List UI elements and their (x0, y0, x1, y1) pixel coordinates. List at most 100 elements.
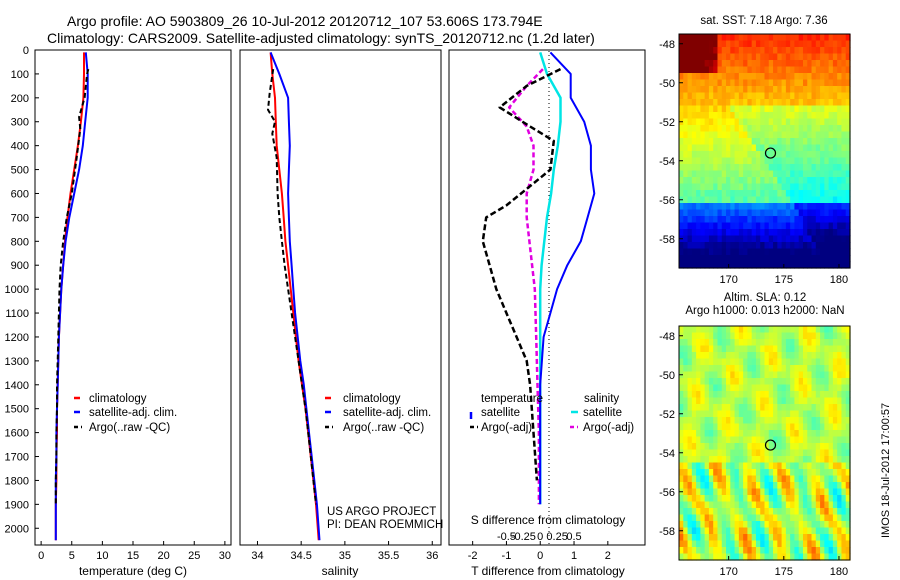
sst-map-pixel (811, 248, 817, 256)
sla-map-pixel (824, 430, 830, 438)
sst-map-pixel (841, 73, 847, 81)
sla-map-pixel (755, 514, 761, 522)
sst-map-pixel (721, 92, 727, 100)
sst-map-pixel (730, 73, 736, 81)
sla-map-pixel (798, 527, 804, 535)
sla-map-pixel (721, 469, 727, 477)
sla-map-pixel (726, 436, 731, 444)
s-difference-label: S difference from climatology (471, 513, 626, 527)
sst-map-pixel (820, 40, 825, 48)
sst-map-pixel (730, 209, 736, 217)
sst-map-pixel (845, 131, 851, 139)
sst-map-pixel (691, 138, 697, 146)
sst-map-pixel (832, 235, 838, 243)
sla-map-pixel (730, 352, 736, 360)
sla-map-pixel (781, 384, 787, 392)
sst-map-pixel (815, 177, 821, 185)
sst-map-pixel (738, 242, 744, 250)
sst-map-pixel (781, 216, 787, 224)
sla-map-pixel (730, 508, 736, 516)
sla-map-pixel (679, 391, 684, 399)
sst-map-pixel (747, 170, 753, 178)
sst-map-pixel (717, 112, 723, 120)
sla-map-pixel (768, 371, 774, 379)
sst-map-pixel (708, 66, 714, 74)
sst-map-pixel (747, 177, 753, 185)
sst-map-pixel (691, 235, 697, 243)
sst-map-pixel (751, 196, 757, 204)
sst-map-pixel (841, 242, 847, 250)
sla-map-pixel (807, 456, 813, 464)
sst-map-pixel (713, 40, 719, 48)
sla-map-pixel (691, 527, 697, 535)
sst-map-pixel (751, 86, 757, 94)
sst-map-pixel (807, 66, 813, 74)
sst-map-pixel (755, 151, 761, 159)
sst-map-pixel (820, 112, 825, 120)
sst-map-pixel (807, 112, 813, 120)
sla-map-pixel (687, 397, 693, 405)
sst-map-pixel (717, 99, 723, 107)
sst-map-pixel (751, 229, 757, 237)
sst-map-pixel (717, 170, 723, 178)
sst-map-pixel (751, 112, 757, 120)
sst-map-pixel (777, 144, 783, 152)
sla-map-pixel (841, 540, 847, 548)
sst-map-pixel (726, 34, 731, 42)
sla-map-pixel (713, 332, 719, 340)
sst-map-pixel (802, 222, 808, 230)
sst-map-pixel (841, 170, 847, 178)
sla-map-pixel (820, 501, 825, 509)
sst-map-pixel (726, 190, 731, 198)
sst-map-pixel (802, 92, 808, 100)
sla-map-pixel (679, 358, 684, 366)
sla-map-pixel (734, 495, 740, 503)
sst-map-pixel (691, 216, 697, 224)
sla-map-pixel (781, 378, 787, 386)
sst-map-pixel (704, 242, 710, 250)
sla-map-pixel (820, 495, 825, 503)
sla-map-pixel (760, 332, 766, 340)
sla-map-pixel (760, 547, 766, 555)
sla-map-pixel (717, 352, 723, 360)
sst-map-pixel (679, 229, 684, 237)
sla-map-pixel (764, 469, 770, 477)
s-difference-ticks: -0.5-0.25 0 0.250.5 (497, 531, 582, 543)
sla-map-pixel (773, 358, 778, 366)
sst-map-pixel (777, 47, 783, 55)
sla-map-pixel (755, 410, 761, 418)
sst-map-pixel (704, 73, 710, 81)
sla-map-pixel (743, 404, 749, 412)
sla-map-pixel (820, 527, 825, 535)
sla-map-pixel (790, 540, 796, 548)
sst-map-pixel (845, 53, 851, 61)
sst-map-pixel (794, 131, 800, 139)
sla-map-pixel (790, 436, 796, 444)
sla-map-pixel (713, 352, 719, 360)
sst-map-pixel (768, 34, 774, 42)
sst-map-pixel (785, 261, 791, 269)
sla-map-pixel (721, 436, 727, 444)
sst-map-pixel (717, 183, 723, 191)
sla-map-pixel (781, 495, 787, 503)
sst-map-pixel (726, 53, 731, 61)
sst-map-pixel (683, 177, 689, 185)
sst-map-pixel (717, 209, 723, 217)
sst-map-pixel (743, 203, 749, 211)
s-difference-tick-label: 0.5 (566, 531, 581, 543)
sla-map-pixel (845, 553, 851, 561)
sst-map-pixel (704, 53, 710, 61)
sla-map-pixel (738, 417, 744, 425)
sla-map-pixel (794, 397, 800, 405)
sst-map-pixel (790, 99, 796, 107)
sst-map-pixel (743, 229, 749, 237)
sla-map-pixel (802, 501, 808, 509)
sst-map-pixel (721, 209, 727, 217)
sst-map-pixel (815, 112, 821, 120)
sst-map-pixel (734, 242, 740, 250)
sst-map-pixel (679, 66, 684, 74)
sla-map-pixel (837, 436, 843, 444)
sst-map-pixel (704, 40, 710, 48)
sla-map-pixel (717, 534, 723, 542)
